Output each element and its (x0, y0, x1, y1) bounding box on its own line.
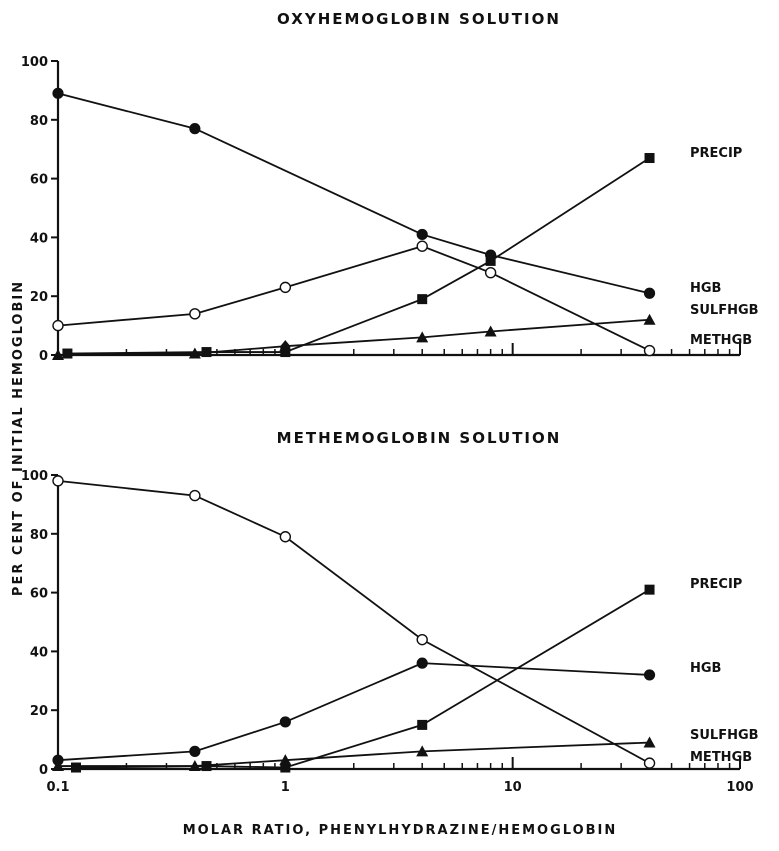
y-tick-label: 40 (30, 645, 48, 660)
data-point (71, 762, 82, 773)
data-point (52, 349, 64, 360)
series-label: HGB (690, 661, 721, 676)
data-point (52, 87, 64, 99)
data-point (417, 719, 428, 730)
data-point (643, 313, 656, 325)
y-tick-label: 80 (30, 114, 48, 129)
data-point (644, 584, 655, 595)
y-tick-label: 20 (30, 704, 48, 719)
series-label: PRECIP (690, 146, 742, 161)
y-tick-label: 20 (30, 290, 48, 305)
data-point (416, 240, 428, 252)
series-label: PRECIP (690, 577, 742, 592)
data-point (416, 228, 428, 241)
data-point (643, 736, 656, 748)
data-point (643, 669, 656, 681)
data-point (279, 531, 292, 543)
series-line (57, 479, 650, 764)
series-line (57, 92, 650, 295)
data-point (416, 745, 429, 757)
data-point (189, 123, 201, 135)
data-point (189, 308, 201, 320)
x-tick-label: 0.1 (46, 780, 69, 795)
y-tick-label: 60 (30, 173, 48, 188)
data-point (485, 249, 497, 261)
series-line (57, 318, 650, 356)
series-line (75, 588, 650, 769)
data-point (484, 266, 497, 279)
data-point (52, 319, 64, 332)
y-tick-label: 60 (30, 587, 48, 602)
data-point (416, 657, 428, 669)
series-label: METHGB (690, 333, 752, 348)
data-point (280, 340, 291, 353)
data-point (52, 760, 64, 772)
data-point (643, 344, 656, 357)
data-point (484, 325, 497, 337)
x-tick-label: 10 (504, 780, 522, 795)
data-point (644, 153, 655, 164)
y-axis-label: PER CENT OF INITIAL HEMOGLOBIN (11, 280, 26, 596)
data-point (417, 294, 428, 305)
series-label: METHGB (690, 750, 752, 765)
data-point (188, 760, 201, 772)
data-point (279, 281, 292, 294)
x-tick-label: 100 (726, 780, 753, 795)
x-tick-label: 1 (281, 780, 290, 795)
data-point (416, 331, 429, 343)
data-point (62, 348, 73, 359)
series-line (67, 157, 651, 355)
data-point (189, 745, 201, 757)
data-point (280, 762, 291, 773)
y-tick-label: 100 (21, 55, 48, 70)
y-tick-label: 0 (39, 349, 48, 364)
data-point (52, 475, 64, 487)
data-point (189, 489, 201, 502)
chart-oxyhemoglobin: OXYHEMOGLOBIN SOLUTION 0 20 40 60 80 100 PRECIP… (21, 10, 759, 364)
chart-title: OXYHEMOGLOBIN SOLUTION (277, 10, 561, 28)
y-tick-label: 100 (21, 469, 48, 484)
data-point (416, 633, 428, 646)
data-point (279, 754, 292, 766)
data-point (485, 255, 496, 266)
y-tick-label: 40 (30, 231, 48, 246)
y-tick-label: 0 (39, 763, 48, 778)
series-label: SULFHGB (690, 728, 759, 743)
series-label: SULFHGB (690, 303, 759, 318)
series-line (57, 245, 650, 352)
series-label: HGB (690, 281, 721, 296)
x-axis-label: MOLAR RATIO, PHENYLHYDRAZINE/HEMOGLOBIN (183, 823, 618, 838)
data-point (643, 287, 656, 299)
data-point (188, 347, 201, 359)
data-point (643, 757, 656, 769)
y-tick-label: 80 (30, 528, 48, 543)
chart-methemoglobin: METHEMOGLOBIN SOLUTION 0 20 40 60 80 100 0.1 1 10… (21, 429, 759, 795)
data-point (279, 716, 291, 728)
chart-title: METHEMOGLOBIN SOLUTION (277, 429, 562, 447)
